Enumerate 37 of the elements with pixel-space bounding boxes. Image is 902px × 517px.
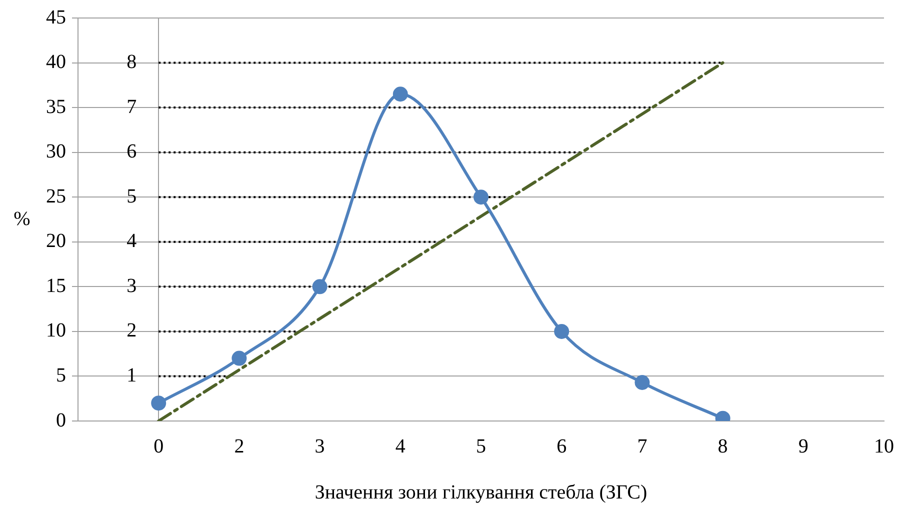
point — [392, 86, 408, 102]
point — [232, 350, 247, 366]
y2-tick-label: 2 — [126, 320, 137, 342]
y2-tick-label: 8 — [126, 51, 137, 74]
y-tick-label: 0 — [56, 409, 66, 432]
x-axis-title: Значення зони гілкування стебла (ЗГС) — [314, 481, 648, 504]
y2-tick-label: 7 — [126, 96, 137, 118]
y-tick-label: 5 — [56, 364, 66, 386]
x-tick-label: 6 — [556, 435, 567, 458]
point — [474, 190, 488, 205]
y2-tick-label: 3 — [126, 274, 137, 297]
x-tick-label: 7 — [637, 435, 648, 458]
y-tick-label: 35 — [46, 96, 66, 118]
x-tick-label: 9 — [798, 435, 808, 458]
y-tick-label: 20 — [46, 230, 66, 252]
y-tick-label: 25 — [46, 185, 66, 208]
x-tick-label: 2 — [234, 435, 244, 458]
y2-tick-label: 5 — [126, 185, 137, 208]
y-tick-label: 15 — [46, 274, 66, 297]
point — [634, 374, 650, 390]
x-tick-label: 4 — [395, 435, 406, 458]
y-tick-label: 40 — [46, 51, 66, 74]
y-tick-label: 45 — [46, 6, 66, 28]
y2-tick-label: 4 — [126, 230, 137, 252]
y-tick-label: 10 — [46, 320, 66, 342]
x-tick-label: 3 — [314, 435, 325, 458]
x-tick-label: 8 — [718, 435, 728, 458]
y-tick-label: 30 — [46, 140, 66, 163]
y2-tick-label: 6 — [126, 140, 137, 163]
point — [151, 396, 166, 411]
point — [554, 324, 570, 339]
x-tick-label: 5 — [476, 435, 486, 458]
y2-tick-label: 1 — [126, 364, 137, 386]
point — [312, 279, 328, 294]
x-tick-label: 10 — [874, 435, 894, 458]
y-axis-title: % — [14, 208, 30, 230]
x-tick-label: 0 — [154, 435, 164, 458]
